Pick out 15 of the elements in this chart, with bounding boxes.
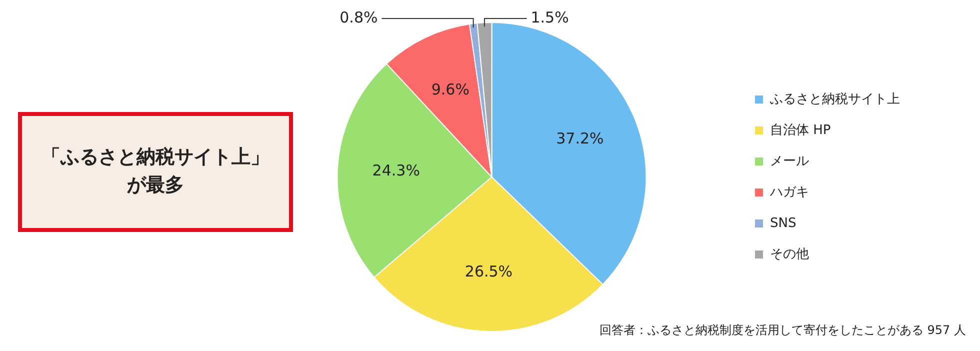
data-label: 1.5% bbox=[530, 8, 569, 26]
text: 回答者：ふるさと納税制度を活用して寄付をしたことがある 957 人 bbox=[599, 322, 966, 339]
data-label: 0.8% bbox=[340, 8, 378, 26]
legend-label: 自治体 HP bbox=[770, 122, 831, 138]
data-label: 26.5% bbox=[464, 262, 513, 281]
legend-label: メール bbox=[770, 154, 809, 169]
data-label: 9.6% bbox=[431, 80, 470, 98]
legend-label: SNS bbox=[770, 216, 796, 231]
data-label: 24.3% bbox=[372, 161, 420, 180]
legend-label: ふるさと納税サイト上 bbox=[769, 92, 900, 107]
legend-label: ハガキ bbox=[769, 184, 809, 200]
data-label: 37.2% bbox=[556, 130, 604, 148]
legend-label: その他 bbox=[770, 246, 809, 262]
text: が最多 bbox=[127, 173, 184, 198]
text: 「ふるさと納税サイト上」 bbox=[42, 145, 270, 170]
